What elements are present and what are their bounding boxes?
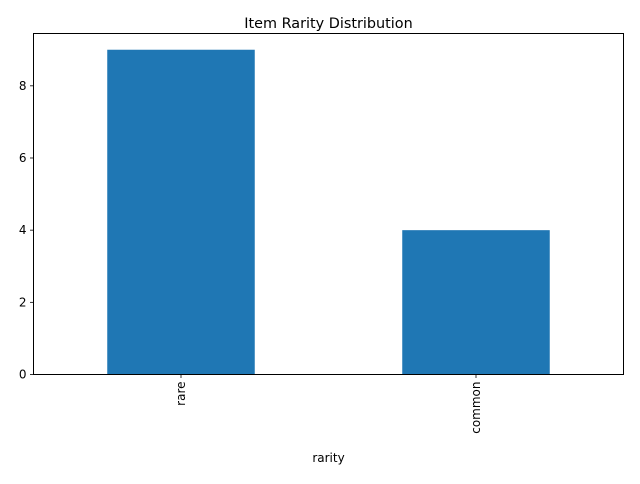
x-tick-label: rare [174, 382, 188, 406]
x-axis-label: rarity [312, 451, 344, 465]
x-axis: rare common [174, 374, 483, 434]
bar-rare [107, 49, 255, 375]
y-tick-label: 6 [19, 151, 27, 165]
y-tick-label: 4 [19, 223, 27, 237]
bars-group [107, 49, 550, 375]
plot-frame [33, 33, 624, 375]
y-axis: 0 2 4 6 8 [19, 79, 34, 382]
bar-common [402, 230, 550, 375]
y-tick-label: 8 [19, 79, 27, 93]
y-tick-label: 2 [19, 295, 27, 309]
chart-title: Item Rarity Distribution [244, 16, 412, 32]
y-tick-label: 0 [19, 368, 27, 382]
x-tick-label: common [469, 382, 483, 434]
